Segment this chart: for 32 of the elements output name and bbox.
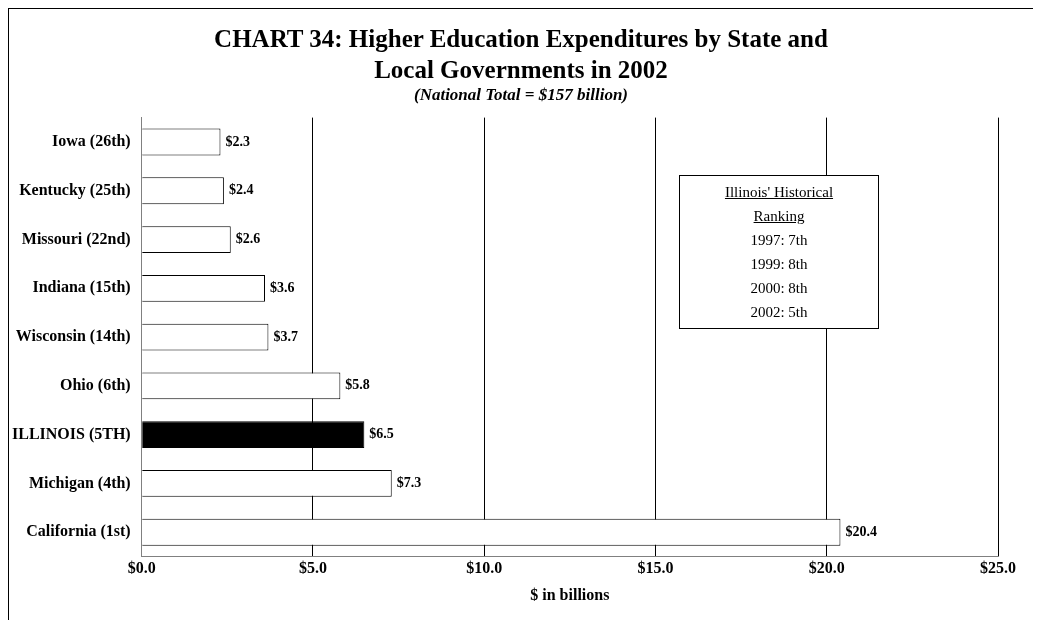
data-label: $20.4 [845, 523, 877, 539]
data-label: $2.4 [228, 182, 254, 198]
y-tick-label: California (1st) [26, 522, 131, 541]
data-label: $2.6 [235, 231, 261, 247]
data-label: $2.3 [225, 133, 250, 149]
y-tick-label: ILLINOIS (5TH) [11, 424, 131, 443]
data-label: $3.6 [270, 279, 295, 295]
annotation: 1997: 7th [749, 231, 809, 250]
data-label: $3.7 [273, 328, 298, 344]
y-tick-label: Iowa (26th) [52, 132, 131, 151]
y-tick-label: Michigan (4th) [28, 473, 131, 492]
annotation: Illinois' Historical Ranking [723, 183, 835, 226]
data-label: $6.5 [369, 426, 394, 442]
x-tick-label: $15.0 [637, 559, 674, 577]
y-tick-label: Indiana (15th) [32, 278, 131, 297]
x-tick-label: $10.0 [466, 559, 503, 577]
y-tick-label: Missouri (22nd) [21, 229, 131, 248]
chart-title: CHART 34: Higher Education Expenditures by State and Local Governments in 2002 [213, 24, 829, 85]
annotation: 1999: 8th [749, 255, 809, 274]
annotation: 2002: 5th [749, 303, 809, 322]
x-tick-label: $0.0 [127, 559, 156, 577]
x-tick-label: $5.0 [298, 559, 327, 577]
y-tick-label: Ohio (6th) [60, 376, 131, 395]
x-axis-title: $ in billions [530, 585, 610, 603]
y-tick-label: Kentucky (25th) [19, 180, 131, 199]
y-tick-label: Wisconsin (14th) [15, 327, 131, 346]
chart-subtitle: (National Total = $157 billion) [413, 85, 629, 105]
annotation: 2000: 8th [749, 279, 809, 298]
x-tick-label: $25.0 [980, 559, 1016, 577]
data-label: $5.8 [345, 377, 370, 393]
data-label: $7.3 [396, 475, 422, 491]
x-tick-label: $20.0 [808, 559, 845, 577]
